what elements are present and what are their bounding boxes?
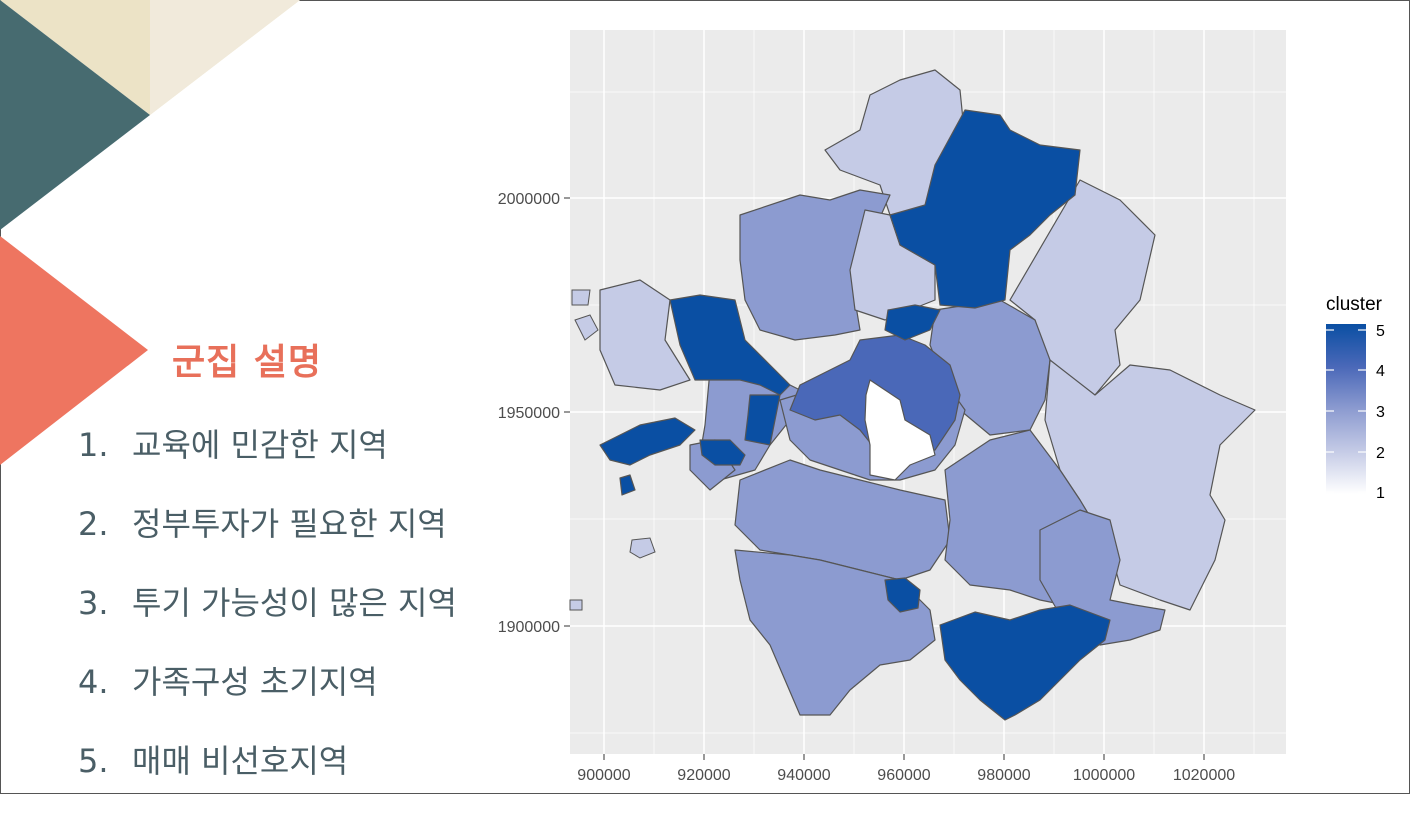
island xyxy=(569,599,583,611)
legend-label: 4 xyxy=(1376,363,1385,380)
legend: cluster 5 4 3 2 1 xyxy=(1326,294,1385,502)
legend-label: 3 xyxy=(1376,404,1385,421)
teal-triangle xyxy=(0,0,150,230)
y-tick-label: 1950000 xyxy=(498,405,560,422)
coral-triangle xyxy=(0,236,148,465)
legend-label: 1 xyxy=(1376,485,1385,502)
coast-islands xyxy=(569,289,656,611)
x-tick-label: 900000 xyxy=(577,767,630,784)
island xyxy=(571,289,591,306)
x-axis-labels: 900000 920000 940000 960000 980000 10000… xyxy=(577,767,1235,784)
legend-label: 5 xyxy=(1376,323,1385,340)
island xyxy=(629,537,656,559)
x-tick-label: 960000 xyxy=(877,767,930,784)
x-tick-label: 1020000 xyxy=(1173,767,1235,784)
x-tick-label: 940000 xyxy=(777,767,830,784)
list-item-text: 투기 가능성이 많은 지역 xyxy=(132,584,457,622)
cluster-list: 1. 교육에 민감한 지역 2. 정부투자가 필요한 지역 3. 투기 가능성이 많은… xyxy=(78,420,457,815)
region-cluster5-central-west xyxy=(744,394,781,446)
y-axis-labels: 2000000 1950000 1900000 xyxy=(498,191,560,636)
region-north-east-gyeonggi xyxy=(1009,179,1156,396)
list-item-text: 매매 비선호지역 xyxy=(132,742,349,780)
legend-title: cluster xyxy=(1326,294,1383,315)
cluster-map: 2000000 1950000 1900000 900000 920000 94… xyxy=(498,30,1385,784)
list-item: 1. 교육에 민감한 지역 xyxy=(78,426,388,464)
list-item: 4. 가족구성 초기지역 xyxy=(78,663,378,701)
region-seoul-white xyxy=(864,379,936,481)
x-tick-label: 920000 xyxy=(677,767,730,784)
x-tick-label: 1000000 xyxy=(1073,767,1135,784)
list-item: 3. 투기 가능성이 많은 지역 xyxy=(78,584,457,622)
cluster5-regions xyxy=(599,109,1111,721)
list-item-text: 가족구성 초기지역 xyxy=(132,663,378,701)
legend-colorbar xyxy=(1326,324,1366,494)
y-tick-label: 1900000 xyxy=(498,619,560,636)
region-south-west xyxy=(734,459,951,581)
list-item: 2. 정부투자가 필요한 지역 xyxy=(78,505,447,543)
region-cluster5-small xyxy=(884,304,941,341)
list-item-text: 교육에 민감한 지역 xyxy=(132,426,388,464)
y-axis-ticks xyxy=(564,197,570,627)
region-cluster5-south xyxy=(939,604,1111,721)
slide-decoration xyxy=(0,0,300,465)
legend-label: 2 xyxy=(1376,445,1385,462)
list-item-text: 정부투자가 필요한 지역 xyxy=(132,505,447,543)
region-cluster5-tiny xyxy=(619,474,636,496)
region-cluster5-mid-south xyxy=(884,577,921,613)
region-south-west-coast xyxy=(734,549,936,716)
region-northwest-gyeonggi xyxy=(739,189,891,341)
x-tick-label: 980000 xyxy=(977,767,1030,784)
beige-triangle-light xyxy=(150,0,300,115)
island xyxy=(574,314,599,341)
region-cluster5-north xyxy=(889,109,1081,309)
region-cluster5-island xyxy=(599,417,696,466)
page-title: 군집 설명 xyxy=(172,342,323,383)
region-cluster5-small-west xyxy=(699,439,746,466)
y-tick-label: 2000000 xyxy=(498,191,560,208)
region-west-gimpo xyxy=(599,279,691,391)
x-axis-ticks xyxy=(603,754,1205,760)
list-item: 5. 매매 비선호지역 xyxy=(78,742,349,780)
regions xyxy=(599,69,1256,716)
